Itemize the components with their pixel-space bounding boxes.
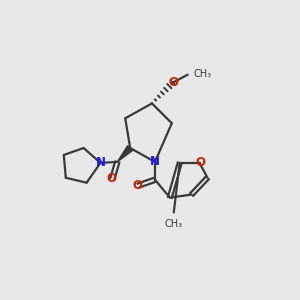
Text: CH₃: CH₃ <box>194 69 212 79</box>
Polygon shape <box>117 146 133 162</box>
Text: O: O <box>169 76 179 89</box>
Text: N: N <box>150 155 160 168</box>
Text: O: O <box>132 179 142 192</box>
Text: O: O <box>106 172 116 185</box>
Text: O: O <box>196 156 206 170</box>
Text: CH₃: CH₃ <box>165 219 183 230</box>
Text: N: N <box>95 156 106 170</box>
